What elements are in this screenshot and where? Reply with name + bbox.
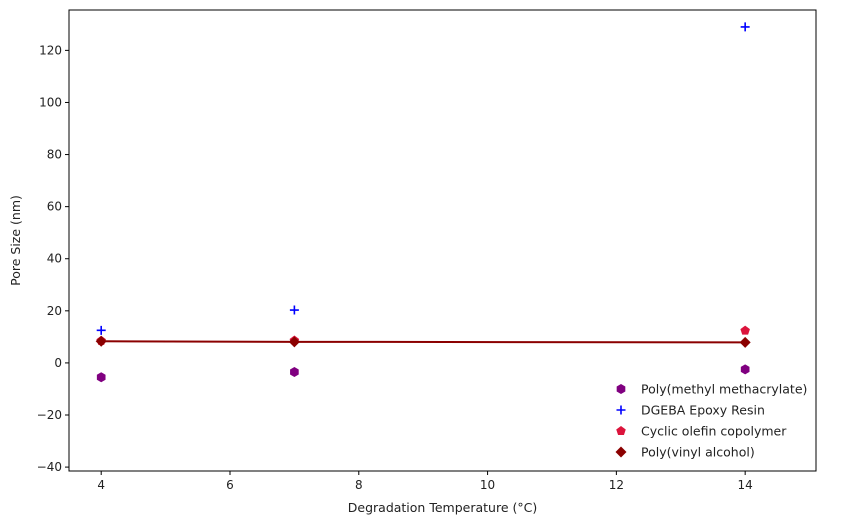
x-tick-label: 14	[738, 478, 753, 492]
data-point-series-3	[288, 336, 300, 348]
plot-frame	[68, 9, 817, 472]
data-point-series-0	[290, 367, 299, 378]
data-point-series-0	[740, 364, 750, 375]
legend-label-series-1: DGEBA Epoxy Resin	[641, 403, 765, 418]
axes: 4 6 8 10 12 14 −40 −20 0 20 40 60 80 100 120 Degradatio…	[8, 9, 817, 515]
y-axis-label: Pore Size (nm)	[8, 195, 23, 286]
x-tick-label: 4	[97, 478, 105, 492]
legend-label-series-0: Poly(methyl methacrylate)	[641, 382, 807, 397]
legend-marker-series-1	[616, 405, 626, 415]
y-tick-label: 60	[47, 200, 62, 214]
data-point-series-1	[289, 305, 299, 315]
data-point-series-3	[95, 335, 107, 347]
legend-marker-series-0	[616, 384, 626, 394]
legend-marker-series-2	[616, 426, 626, 436]
data-point-series-1	[740, 22, 750, 32]
y-tick-label: 0	[54, 356, 62, 370]
y-tick-label: 120	[39, 43, 62, 57]
y-tick-label: 20	[47, 304, 62, 318]
y-tick-label: 40	[47, 252, 62, 266]
y-tick-label: 100	[39, 95, 62, 109]
legend-marker-series-3	[615, 446, 627, 458]
x-tick-label: 12	[609, 478, 624, 492]
x-axis-label: Degradation Temperature (°C)	[348, 500, 537, 515]
plot-area	[95, 22, 751, 383]
legend-label-series-3: Poly(vinyl alcohol)	[641, 445, 755, 460]
y-tick-label: 80	[47, 148, 62, 162]
trend-line	[101, 340, 746, 344]
y-tick-label: −40	[37, 460, 62, 474]
x-tick-label: 6	[226, 478, 234, 492]
x-tick-label: 10	[480, 478, 495, 492]
data-point-series-3	[739, 336, 751, 348]
data-point-series-2	[740, 325, 750, 335]
x-tick-label: 8	[355, 478, 363, 492]
data-point-series-1	[96, 325, 106, 335]
legend: Poly(methyl methacrylate) DGEBA Epoxy Res…	[615, 382, 807, 460]
data-point-series-0	[96, 372, 106, 383]
y-tick-label: −20	[37, 408, 62, 422]
legend-label-series-2: Cyclic olefin copolymer	[641, 424, 787, 439]
